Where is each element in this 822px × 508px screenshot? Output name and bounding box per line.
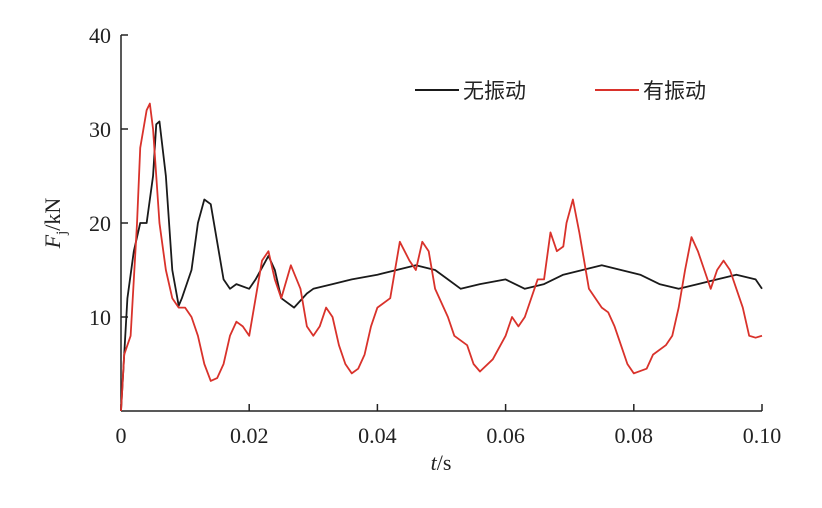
y-tick-label: 20 (89, 211, 111, 236)
x-tick-label: 0.08 (615, 423, 654, 448)
x-tick-label: 0.10 (743, 423, 782, 448)
x-label-symbol: t (431, 450, 438, 475)
y-tick-label: 40 (89, 23, 111, 48)
x-tick-label: 0 (116, 423, 127, 448)
x-label-unit: /s (437, 450, 452, 475)
y-tick-label: 10 (89, 305, 111, 330)
series-line (120, 102, 763, 412)
y-label-subscript: j (54, 231, 70, 236)
legend-label: 无振动 (463, 79, 526, 103)
x-tick-label: 0.04 (358, 423, 397, 448)
legend-label: 有振动 (643, 79, 706, 103)
x-tick-label: 0.02 (230, 423, 269, 448)
x-tick-label: 0.06 (486, 423, 525, 448)
series-line (120, 120, 763, 412)
y-axis-label: Fj/kN (40, 198, 70, 250)
x-axis-label: t/s (431, 450, 452, 475)
y-label-unit: /kN (40, 198, 65, 231)
y-tick-label: 30 (89, 117, 111, 142)
y-label-symbol: F (40, 234, 65, 249)
